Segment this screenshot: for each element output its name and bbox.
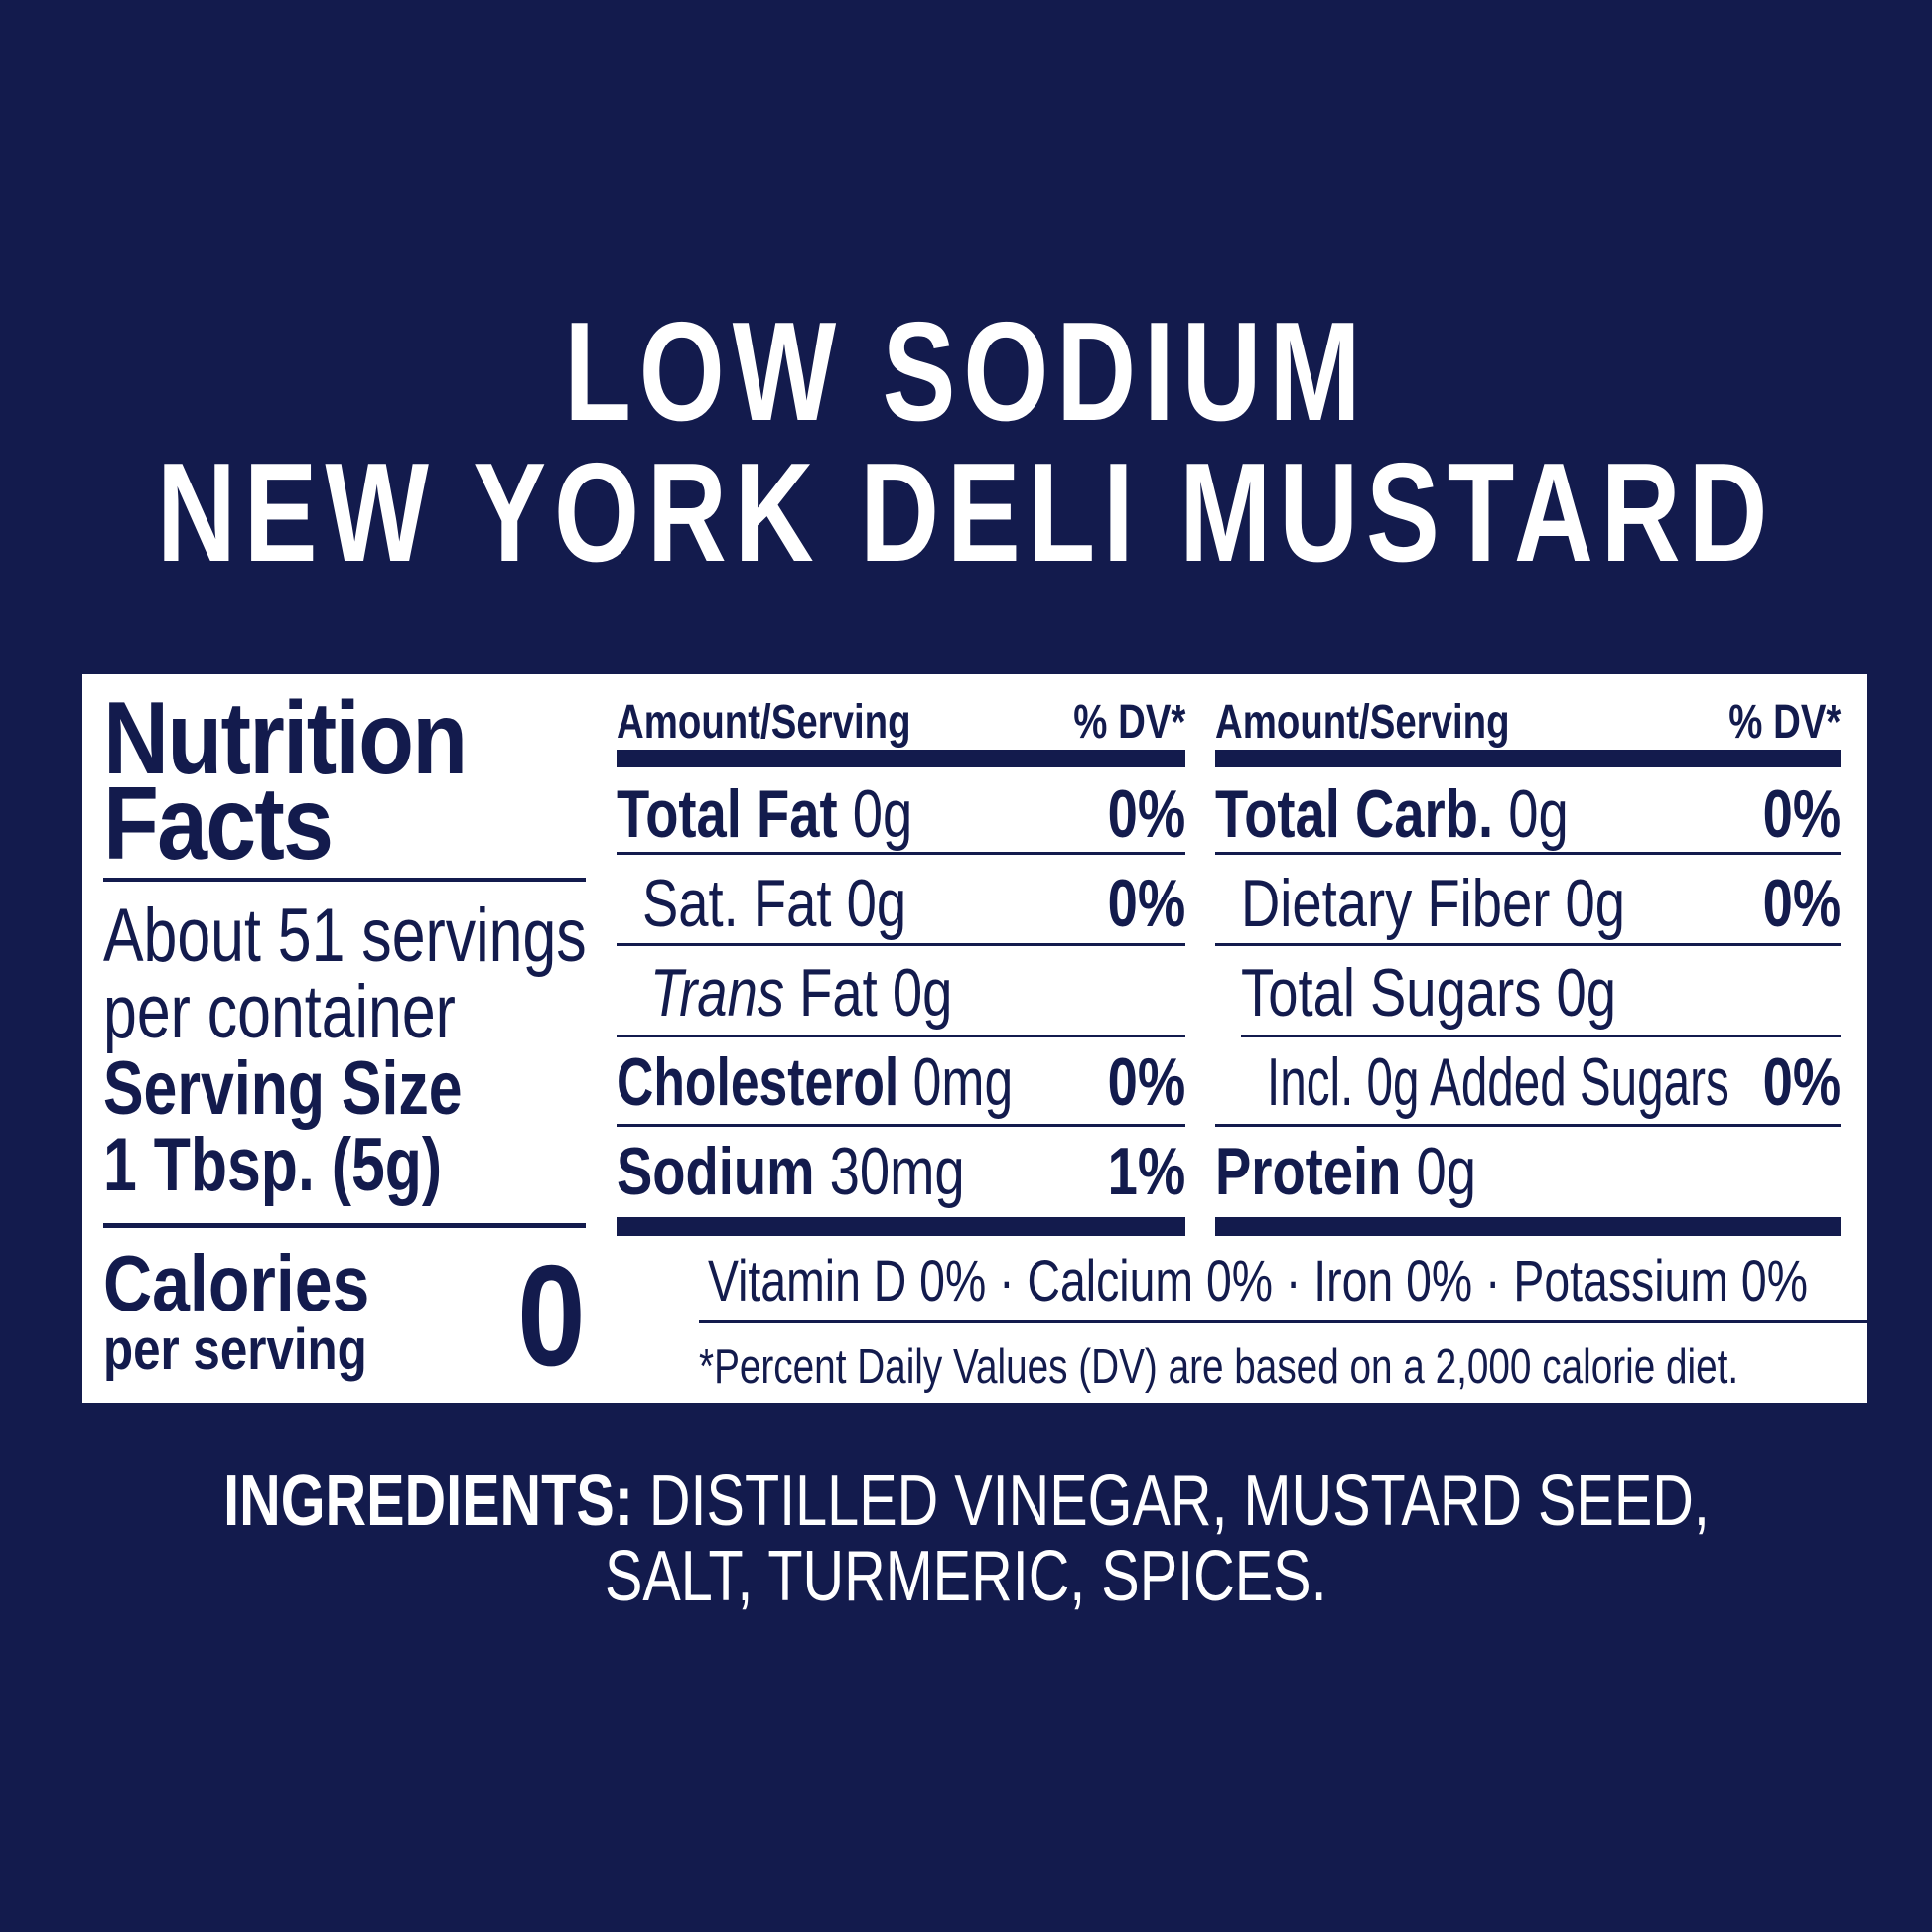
calories-value: 0: [517, 1235, 586, 1396]
nutrient-row: Total Carb. 0g 0%: [1215, 776, 1841, 852]
divider: [1215, 943, 1841, 946]
nutrient-row: Sodium 30mg 1%: [617, 1134, 1185, 1209]
ingredients-line1: INGREDIENTS: DISTILLED VINEGAR, MUSTARD …: [222, 1461, 1710, 1541]
thick-divider: [617, 1217, 1185, 1236]
nutrient-row: Dietary Fiber 0g 0%: [1241, 866, 1841, 941]
nutrient-row: Protein 0g: [1215, 1134, 1477, 1209]
serving-size-value: 1 Tbsp. (5g): [103, 1123, 443, 1207]
divider: [1215, 1124, 1841, 1127]
servings-per-container-2: per container: [103, 970, 456, 1054]
product-title-line1: LOW SODIUM: [563, 293, 1369, 451]
thick-divider: [617, 750, 1185, 767]
divider: [1215, 852, 1841, 855]
servings-per-container: About 51 servings: [103, 894, 587, 978]
nutrition-facts-panel: Nutrition Facts About 51 servings per co…: [82, 674, 1923, 1403]
thick-divider: [1215, 750, 1841, 767]
calories-label: Calories: [103, 1239, 370, 1327]
nutrient-row: Sat. Fat 0g 0%: [642, 866, 1185, 941]
nutrition-heading: Nutrition: [103, 681, 468, 796]
divider: [617, 852, 1185, 855]
thick-divider: [1215, 1217, 1841, 1236]
nutrient-row: Cholesterol 0mg 0%: [617, 1044, 1185, 1120]
divider: [103, 1223, 586, 1228]
nutrient-row: Total Sugars 0g: [1241, 955, 1617, 1031]
nutrient-row: Incl. 0g Added Sugars 0%: [1267, 1044, 1841, 1120]
nutrient-row: Total Fat 0g 0%: [617, 776, 1185, 852]
calories-sub: per serving: [103, 1317, 367, 1382]
divider: [1241, 1035, 1841, 1037]
table-header: Amount/Serving % DV*: [617, 696, 1185, 749]
serving-size-label: Serving Size: [103, 1046, 463, 1131]
divider: [699, 1320, 1923, 1323]
daily-value-footnote: *Percent Daily Values (DV) are based on …: [699, 1340, 1739, 1394]
nutrient-row: Trans Fat 0g: [650, 955, 953, 1031]
divider: [617, 943, 1185, 946]
divider: [617, 1035, 1185, 1037]
product-title-line2: NEW YORK DELI MUSTARD: [156, 434, 1776, 592]
ingredients-line2: SALT, TURMERIC, SPICES.: [605, 1537, 1327, 1616]
facts-heading: Facts: [103, 766, 334, 882]
divider: [103, 878, 586, 882]
vitamins-minerals: Vitamin D 0% · Calcium 0% · Iron 0% · Po…: [708, 1249, 1808, 1313]
table-header: Amount/Serving % DV*: [1215, 696, 1841, 749]
divider: [617, 1124, 1185, 1127]
